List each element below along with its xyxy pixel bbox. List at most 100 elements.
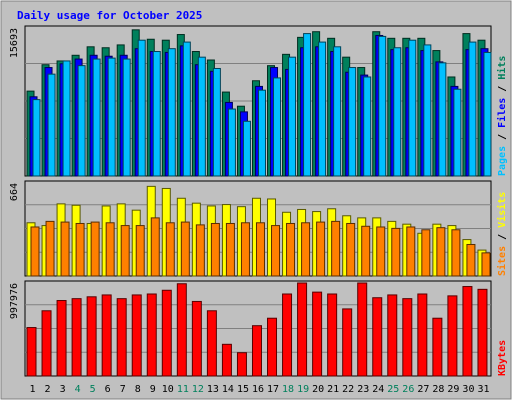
bar-pages-day-1 bbox=[32, 99, 41, 177]
x-tick-label: 30 bbox=[462, 384, 474, 395]
bar-sites-day-2 bbox=[45, 220, 55, 277]
bar-kbytes-day-24 bbox=[372, 297, 383, 377]
x-tick-label: 22 bbox=[342, 384, 354, 395]
bar-sites-day-6 bbox=[105, 222, 115, 277]
legend-part: Sites bbox=[496, 246, 508, 276]
bar-pages-day-30 bbox=[468, 41, 477, 177]
bar-sites-day-20 bbox=[316, 221, 326, 277]
legend-part: Files bbox=[496, 98, 508, 128]
x-tick-label: 16 bbox=[252, 384, 264, 395]
x-tick-label: 17 bbox=[267, 384, 279, 395]
bar-kbytes-day-25 bbox=[387, 294, 398, 377]
bar-kbytes-day-27 bbox=[417, 293, 428, 377]
bar-sites-day-27 bbox=[421, 229, 431, 277]
legend-visits-sites: Sites / Visits bbox=[496, 192, 508, 276]
bar-kbytes-day-12 bbox=[191, 300, 202, 377]
series-kbytes bbox=[26, 282, 488, 377]
bar-sites-day-1 bbox=[30, 226, 40, 277]
x-tick-label: 9 bbox=[150, 384, 156, 395]
bar-sites-day-15 bbox=[240, 222, 250, 277]
bar-sites-day-11 bbox=[180, 221, 190, 277]
x-tick-label: 1 bbox=[30, 384, 36, 395]
panel-hits-files-pages: 15693 Pages / Files / Hits bbox=[9, 25, 508, 177]
bar-kbytes-day-7 bbox=[116, 298, 127, 377]
bar-pages-day-26 bbox=[408, 39, 417, 177]
legend-part: KBytes bbox=[497, 340, 508, 376]
bar-sites-day-16 bbox=[255, 222, 265, 277]
bar-pages-day-8 bbox=[137, 39, 146, 177]
bar-sites-day-7 bbox=[120, 225, 130, 277]
bar-sites-day-10 bbox=[165, 222, 175, 277]
x-tick-label: 18 bbox=[282, 384, 294, 395]
bar-kbytes-day-31 bbox=[477, 288, 488, 377]
bar-sites-day-8 bbox=[135, 225, 145, 277]
y-max-label: 664 bbox=[9, 183, 20, 201]
bar-kbytes-day-28 bbox=[432, 317, 443, 377]
bar-kbytes-day-11 bbox=[176, 283, 187, 377]
bar-pages-day-2 bbox=[47, 73, 56, 177]
x-tick-label: 28 bbox=[432, 384, 444, 395]
bar-kbytes-day-6 bbox=[101, 294, 112, 377]
bar-pages-day-4 bbox=[77, 65, 86, 177]
bar-kbytes-day-15 bbox=[236, 352, 247, 377]
bar-pages-day-20 bbox=[318, 41, 327, 177]
legend-kbytes: KBytes bbox=[497, 340, 508, 376]
x-tick-label: 31 bbox=[477, 384, 489, 395]
x-tick-label: 11 bbox=[177, 384, 189, 395]
x-tick-label: 7 bbox=[120, 384, 126, 395]
x-tick-label: 10 bbox=[162, 384, 174, 395]
legend-part: / bbox=[497, 128, 508, 146]
bar-pages-day-13 bbox=[212, 67, 221, 177]
bar-pages-day-29 bbox=[453, 88, 462, 177]
bar-kbytes-day-3 bbox=[56, 300, 67, 377]
x-tick-label: 26 bbox=[402, 384, 414, 395]
x-tick-label: 2 bbox=[45, 384, 51, 395]
x-tick-label: 5 bbox=[90, 384, 96, 395]
bar-sites-day-18 bbox=[286, 222, 296, 277]
bar-pages-day-14 bbox=[227, 108, 236, 177]
x-tick-label: 20 bbox=[312, 384, 324, 395]
bar-sites-day-12 bbox=[195, 224, 205, 277]
bar-kbytes-day-20 bbox=[312, 291, 323, 377]
bar-pages-day-31 bbox=[483, 51, 492, 177]
bar-kbytes-day-18 bbox=[282, 293, 293, 377]
x-tick-label: 24 bbox=[372, 384, 384, 395]
bar-pages-day-6 bbox=[107, 57, 116, 177]
bar-pages-day-11 bbox=[182, 41, 191, 177]
x-tick-label: 29 bbox=[447, 384, 459, 395]
bar-kbytes-day-17 bbox=[267, 317, 278, 377]
bar-sites-day-19 bbox=[301, 222, 311, 277]
legend-part: / bbox=[497, 228, 508, 246]
bar-sites-day-23 bbox=[361, 225, 371, 277]
bar-kbytes-day-26 bbox=[402, 298, 413, 377]
y-max-label: 997976 bbox=[9, 283, 20, 319]
bar-pages-day-27 bbox=[423, 44, 432, 177]
bar-pages-day-5 bbox=[92, 58, 101, 177]
bar-sites-day-30 bbox=[466, 243, 476, 277]
bar-pages-day-21 bbox=[333, 46, 342, 177]
bar-kbytes-day-8 bbox=[131, 294, 142, 377]
bar-pages-day-7 bbox=[122, 58, 131, 177]
bar-sites-day-22 bbox=[346, 222, 356, 277]
bar-kbytes-day-19 bbox=[297, 282, 308, 377]
panel-kbytes: 997976 KBytes bbox=[9, 280, 508, 377]
bar-pages-day-12 bbox=[197, 56, 206, 177]
x-tick-label: 3 bbox=[60, 384, 66, 395]
bar-sites-day-14 bbox=[225, 222, 235, 277]
x-tick-label: 27 bbox=[417, 384, 429, 395]
bar-pages-day-10 bbox=[167, 48, 176, 177]
bar-pages-day-23 bbox=[363, 76, 372, 177]
bar-pages-day-3 bbox=[62, 60, 71, 177]
bar-sites-day-25 bbox=[391, 227, 401, 277]
legend-part: Pages bbox=[497, 146, 508, 176]
chart-panels: 15693 Pages / Files / Hits 664 Sites / Visi… bbox=[9, 25, 508, 377]
bar-pages-day-25 bbox=[393, 47, 402, 177]
bar-kbytes-day-22 bbox=[342, 308, 353, 377]
bar-kbytes-day-2 bbox=[41, 310, 52, 377]
bar-pages-day-17 bbox=[273, 77, 282, 177]
x-tick-label: 25 bbox=[387, 384, 399, 395]
bar-sites-day-26 bbox=[406, 226, 416, 277]
bar-kbytes-day-4 bbox=[71, 298, 82, 377]
bar-kbytes-day-30 bbox=[462, 286, 473, 377]
